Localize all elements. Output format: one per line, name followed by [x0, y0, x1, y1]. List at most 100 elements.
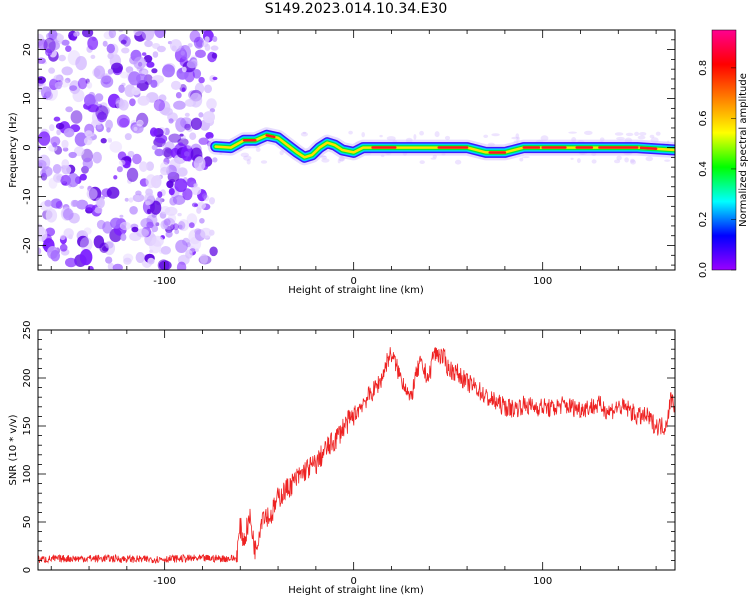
colorbar: 0.0 0.2 0.4 0.6 0.8 Normalized spectral ampl…	[698, 29, 749, 278]
noise-blob	[65, 106, 73, 113]
faint-blob	[348, 130, 353, 135]
noise-blob	[189, 132, 197, 140]
noise-blob	[61, 66, 73, 76]
noise-blob	[83, 227, 92, 235]
noise-blob	[186, 60, 198, 69]
noise-blob	[174, 178, 188, 193]
noise-blob	[53, 74, 62, 81]
noise-blob	[72, 89, 85, 103]
noise-blob	[146, 208, 152, 214]
noise-blob	[204, 36, 210, 43]
noise-blob	[45, 48, 53, 57]
noise-blob	[188, 222, 195, 229]
noise-blob	[168, 118, 174, 124]
noise-blob	[178, 142, 184, 147]
noise-blob	[209, 246, 218, 257]
noise-blob	[56, 34, 64, 42]
figure-title: S149.2023.014.10.34.E30	[264, 1, 448, 17]
y-tick-label: 0	[22, 144, 33, 150]
y-tick-label: -10	[22, 188, 33, 204]
noise-blob	[160, 166, 170, 176]
faint-blob	[519, 157, 524, 162]
y-tick-label: 50	[22, 516, 33, 529]
noise-blob	[102, 221, 113, 234]
faint-blob	[568, 131, 577, 134]
faint-blob	[664, 159, 671, 162]
noise-blob	[144, 192, 155, 205]
noise-blob	[132, 153, 142, 165]
noise-blob	[86, 188, 98, 200]
noise-blob	[82, 157, 94, 169]
snr-x-tick-labels: -100 0 100	[153, 576, 552, 587]
snr-ticks	[38, 329, 675, 571]
noise-blob	[59, 79, 70, 88]
noise-blob	[141, 30, 155, 41]
noise-blob	[163, 157, 170, 165]
noise-blob	[108, 30, 117, 39]
noise-blob	[147, 257, 155, 265]
noise-blob	[107, 68, 114, 75]
noise-blob	[179, 45, 191, 60]
noise-blob	[146, 161, 154, 171]
x-tick-label: 0	[350, 276, 356, 287]
noise-blob	[84, 94, 96, 107]
noise-blob	[108, 139, 112, 143]
noise-blob	[76, 199, 89, 210]
faint-blob	[321, 155, 327, 160]
spectrogram-ticks	[38, 29, 675, 270]
spectrogram-frame	[37, 29, 676, 271]
noise-blob	[184, 151, 190, 157]
noise-blob	[48, 177, 58, 189]
noise-blob	[185, 249, 193, 259]
noise-blob	[115, 99, 126, 110]
noise-blob	[194, 203, 199, 207]
colorbar-bar	[711, 29, 737, 271]
noise-blob	[79, 185, 85, 189]
noise-blob	[86, 81, 93, 89]
faint-blob	[483, 134, 489, 138]
noise-blob	[67, 173, 80, 188]
noise-blob	[80, 237, 93, 252]
noise-blob	[177, 212, 182, 217]
noise-blob	[120, 71, 129, 79]
noise-blob	[143, 55, 153, 63]
noise-blob	[151, 144, 158, 151]
signal-trace	[207, 127, 675, 166]
noise-blob	[48, 30, 58, 41]
snr-frame	[37, 329, 676, 571]
noise-blob	[123, 257, 132, 265]
noise-blob	[133, 56, 147, 70]
spectrogram-y-label: Frequency (Hz)	[8, 112, 19, 188]
noise-blob	[44, 199, 52, 207]
noise-blob	[136, 119, 144, 127]
faint-blob	[521, 156, 530, 159]
noise-blob	[41, 86, 52, 99]
noise-blob	[150, 127, 158, 137]
noise-blob	[195, 49, 206, 58]
noise-blob	[56, 175, 62, 181]
noise-blob	[112, 263, 123, 270]
faint-blob	[616, 136, 625, 141]
noise-blobs	[38, 30, 671, 270]
faint-blob	[515, 133, 520, 139]
noise-blob	[168, 133, 181, 143]
noise-blob	[175, 239, 188, 253]
noise-blob	[172, 223, 179, 231]
noise-blob	[95, 105, 109, 120]
noise-blob	[170, 80, 182, 90]
noise-blob	[50, 250, 60, 262]
noise-blob	[53, 116, 61, 122]
noise-blob	[63, 208, 74, 221]
noise-blob	[158, 260, 172, 270]
noise-blob	[94, 206, 103, 214]
x-tick-label: -100	[153, 276, 176, 287]
faint-blob	[444, 135, 451, 141]
colorbar-tick-label: 0.6	[698, 110, 709, 126]
noise-blob	[52, 164, 62, 174]
noise-blob	[69, 85, 78, 91]
noise-blob	[131, 226, 139, 233]
noise-blob	[199, 253, 208, 264]
noise-blob	[75, 56, 87, 71]
faint-blob	[614, 132, 624, 136]
snr-x-label: Height of straight line (km)	[288, 585, 424, 596]
